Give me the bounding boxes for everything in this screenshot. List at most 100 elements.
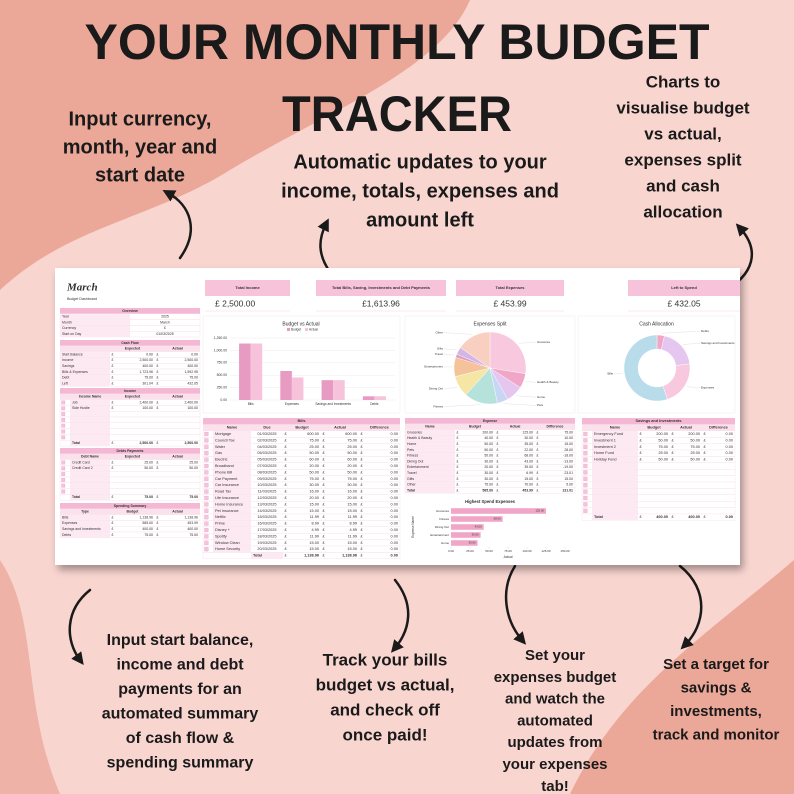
table-row-label-bg bbox=[213, 437, 251, 444]
table-cell: 0.00 bbox=[391, 554, 398, 558]
callout-line: your expenses bbox=[502, 756, 607, 773]
table-cell: 0.00 bbox=[391, 470, 398, 474]
bar bbox=[451, 508, 546, 514]
table-title-bar bbox=[60, 308, 200, 314]
dashboard-subtitle: Budget Dashboard bbox=[67, 297, 97, 301]
currency-symbol: £ bbox=[285, 509, 288, 513]
currency-symbol: £ bbox=[323, 515, 326, 519]
table-row-label-bg bbox=[60, 331, 130, 337]
table-row-label-bg bbox=[70, 482, 110, 489]
currency-symbol: £ bbox=[323, 438, 326, 442]
table-header: Name bbox=[610, 426, 620, 430]
y-tick-label: 1,250.00 bbox=[214, 336, 227, 340]
table-cell: 5.00 bbox=[566, 483, 573, 487]
currency-symbol: £ bbox=[361, 445, 364, 449]
table-cell: 02/03/2025 bbox=[257, 438, 276, 442]
x-tick-label: 75.00 bbox=[504, 549, 512, 553]
table-cell: Currency bbox=[62, 326, 76, 330]
checkbox bbox=[204, 476, 209, 481]
table-cell: 28.00 bbox=[564, 448, 573, 452]
callout-line: automated bbox=[517, 712, 593, 729]
table-cell: 43.00 bbox=[524, 459, 533, 463]
table-row-label-bg bbox=[70, 440, 110, 446]
x-tick-label: Debts bbox=[370, 402, 379, 406]
table-header: Due bbox=[263, 426, 270, 430]
table-row-label-bg bbox=[405, 429, 455, 436]
currency-symbol: £ bbox=[157, 521, 159, 525]
table-row-label-bg bbox=[592, 514, 638, 521]
callout-line: investments, bbox=[670, 703, 762, 720]
y-axis-label: Expense Name bbox=[411, 516, 415, 538]
currency-symbol: £ bbox=[285, 528, 288, 532]
currency-symbol: £ bbox=[285, 502, 288, 506]
table-cell: 400.00 bbox=[142, 364, 153, 368]
table-cell: 432.05 bbox=[187, 381, 198, 385]
month-title: March bbox=[66, 282, 98, 294]
table-cell: 0.00 bbox=[391, 496, 398, 500]
y-tick-label: Home bbox=[441, 541, 449, 545]
table-cell: 14/03/2025 bbox=[257, 509, 276, 513]
callout-line: of cash flow & bbox=[126, 730, 235, 747]
table-cell: 25.00 bbox=[347, 445, 357, 449]
arrow bbox=[162, 190, 193, 260]
table-cell: 4.99 bbox=[312, 528, 319, 532]
slice-label: Travel bbox=[435, 352, 444, 356]
table-cell: Netflix bbox=[215, 515, 226, 519]
callout-line: Charts to bbox=[646, 72, 721, 91]
table-cell: 05/03/2025 bbox=[257, 458, 276, 462]
currency-symbol: £ bbox=[157, 527, 159, 531]
currency-symbol: £ bbox=[323, 464, 326, 468]
kpi-label: Total Bills, Saving, Investments and Deb… bbox=[332, 285, 431, 290]
slice-label: Entertainment bbox=[424, 365, 443, 369]
currency-symbol: £ bbox=[537, 436, 539, 440]
bar bbox=[451, 524, 484, 530]
currency-symbol: £ bbox=[497, 442, 499, 446]
x-axis-label: Actual bbox=[504, 555, 513, 559]
checkbox bbox=[583, 502, 588, 507]
table-cell: Disney + bbox=[215, 528, 231, 532]
table-row-label-bg bbox=[213, 546, 251, 553]
table-header: Expected bbox=[125, 347, 140, 351]
table-cell: 600.00 bbox=[307, 432, 319, 436]
table-row-label-bg bbox=[60, 351, 110, 358]
table-row-label-bg bbox=[405, 481, 455, 488]
chart-title: Budget vs Actual bbox=[282, 321, 319, 327]
currency-symbol: £ bbox=[497, 488, 499, 492]
table-cell: Life Insurance bbox=[215, 496, 239, 500]
slice-label: Home bbox=[537, 395, 545, 399]
callout-line: amount left bbox=[366, 209, 474, 231]
table-cell: 8.99 bbox=[312, 522, 319, 526]
currency-symbol: £ bbox=[704, 445, 707, 449]
table-title: Income bbox=[124, 389, 136, 393]
table-cell: March bbox=[160, 320, 170, 324]
checkbox bbox=[583, 438, 588, 443]
table-cell: 0.00 bbox=[726, 445, 733, 449]
checkbox bbox=[204, 521, 209, 526]
currency-symbol: £ bbox=[361, 490, 364, 494]
table-cell: Gas bbox=[215, 451, 222, 455]
table-cell: Left bbox=[62, 381, 68, 385]
table-cell: Investment 2 bbox=[594, 445, 616, 449]
leader-line bbox=[682, 343, 701, 345]
checkbox bbox=[61, 478, 66, 482]
table-row-label-bg bbox=[60, 526, 110, 532]
currency-symbol: £ bbox=[457, 477, 459, 481]
table-cell: Entertainment bbox=[407, 465, 429, 469]
callout-line: spending summary bbox=[107, 755, 254, 772]
currency-symbol: £ bbox=[323, 458, 326, 462]
slice-label: Other bbox=[435, 330, 443, 334]
table-header: Expected bbox=[125, 395, 140, 399]
table-cell: Electric bbox=[215, 458, 228, 462]
table-cell: 16.00 bbox=[347, 490, 357, 494]
table-header: Actual bbox=[510, 425, 521, 429]
currency-symbol: £ bbox=[323, 528, 326, 532]
table-cell: 0.00 bbox=[391, 541, 398, 545]
table-cell: 100.00 bbox=[187, 406, 198, 410]
slice-label: Fitness bbox=[433, 404, 443, 408]
table-cell: 20.00 bbox=[309, 496, 319, 500]
table-cell: 01/03/2025 bbox=[156, 332, 173, 336]
currency-symbol: £ bbox=[537, 448, 539, 452]
x-tick-label: 0.00 bbox=[448, 549, 454, 553]
currency-symbol: £ bbox=[497, 477, 499, 481]
